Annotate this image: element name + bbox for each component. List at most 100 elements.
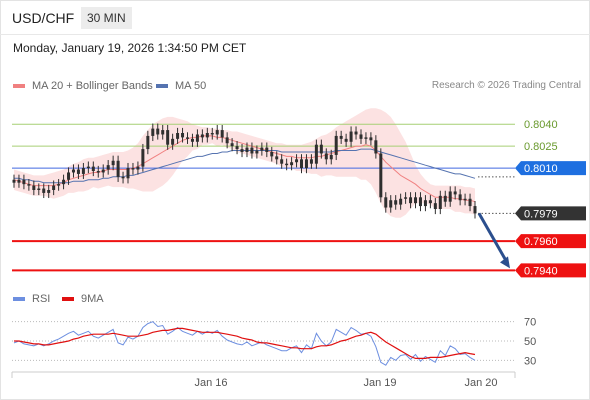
candle-body: [181, 133, 185, 138]
candle-body: [463, 198, 467, 201]
candle-body: [47, 190, 51, 193]
candle-body: [176, 133, 180, 139]
candle-body: [96, 171, 100, 173]
level-label-0.8040: 0.8040: [524, 119, 558, 131]
level-label-0.7940: 0.7940: [524, 265, 558, 277]
candle-body: [423, 200, 427, 207]
candle-body: [458, 194, 462, 201]
candle-body: [414, 197, 418, 204]
legend-label-9ma: 9MA: [81, 293, 104, 305]
candle-body: [433, 203, 437, 209]
timeframe-button[interactable]: 30 MIN: [81, 7, 132, 29]
legend-rsi: RSI: [13, 293, 50, 305]
level-tag-0.7979: [515, 206, 586, 221]
candle-body: [121, 176, 125, 179]
ma50-line: [14, 148, 476, 184]
candle-body: [359, 134, 363, 139]
datetime-label: Monday, January 19, 2026 1:34:50 PM CET: [13, 41, 247, 55]
candle-body: [354, 131, 358, 135]
rsi-tick-30: 30: [524, 355, 536, 367]
candle-body: [304, 159, 308, 169]
legend-swatch-rsi: [13, 297, 25, 301]
candle-body: [141, 149, 145, 167]
candle-body: [245, 147, 249, 152]
candle-body: [379, 153, 383, 198]
candle-body: [409, 197, 413, 204]
candle-body: [453, 191, 457, 195]
x-tick-label: Jan 20: [464, 377, 497, 389]
candle-body: [220, 130, 224, 138]
candle-body: [428, 200, 432, 204]
candle-body: [166, 130, 170, 145]
candle-body: [171, 138, 175, 145]
candle-body: [473, 206, 477, 214]
candle-body: [235, 146, 239, 150]
legend-swatch-bollinger: [13, 84, 25, 88]
candle-body: [106, 165, 110, 170]
header-divider: [0, 34, 590, 35]
level-tag-0.7960: [515, 234, 586, 249]
candle-body: [81, 168, 85, 174]
forecast-arrow-head: [500, 256, 510, 269]
candle-body: [12, 179, 16, 183]
candle-body: [309, 159, 313, 164]
candle-body: [200, 134, 204, 138]
level-tag-0.7940: [515, 263, 586, 278]
candle-body: [275, 156, 279, 160]
candle-body: [418, 197, 422, 207]
candle-body: [280, 159, 284, 164]
candle-body: [67, 172, 71, 180]
candle-body: [250, 147, 254, 154]
candle-body: [344, 138, 348, 142]
ma20-line: [13, 135, 476, 203]
level-label-0.7960: 0.7960: [524, 236, 558, 248]
candle-body: [151, 128, 155, 136]
candle-body: [190, 138, 194, 142]
candle-body: [404, 197, 408, 199]
candle-body: [295, 159, 299, 163]
candle-body: [111, 160, 115, 166]
candle-body: [329, 154, 333, 160]
chart-header: USD/CHF 30 MIN: [0, 0, 590, 34]
candle-body: [91, 166, 95, 171]
research-credit: Research © 2026 Trading Central: [431, 80, 581, 91]
candle-body: [62, 179, 66, 185]
candle-body: [116, 160, 120, 177]
symbol-label: USD/CHF: [12, 10, 75, 26]
x-tick-label: Jan 19: [363, 377, 396, 389]
candle-body: [225, 137, 229, 144]
candle-body: [270, 152, 274, 157]
candle-body: [195, 134, 199, 142]
candle-body: [136, 166, 140, 170]
rsi-tick-70: 70: [524, 317, 536, 329]
candle-body: [324, 153, 328, 160]
level-label-0.7979: 0.7979: [524, 208, 558, 220]
legend-ma50: MA 50: [156, 80, 206, 92]
candle-body: [22, 179, 26, 185]
candle-body: [319, 144, 323, 154]
legend-label-rsi: RSI: [32, 293, 51, 305]
candle-body: [76, 169, 80, 174]
legend-label-bollinger: MA 20 + Bollinger Bands: [32, 80, 153, 92]
legend-bollinger: MA 20 + Bollinger Bands: [13, 80, 153, 92]
candle-body: [285, 163, 289, 166]
candle-body: [205, 133, 209, 138]
candle-body: [215, 130, 219, 135]
legend-9ma: 9MA: [62, 293, 104, 305]
candle-body: [349, 131, 353, 142]
legend-swatch-ma50: [156, 84, 168, 88]
rsi-line: [13, 321, 476, 366]
candle-body: [265, 147, 269, 152]
candle-body: [448, 191, 452, 202]
candle-body: [394, 200, 398, 205]
candle-body: [260, 147, 264, 151]
candle-body: [374, 140, 378, 154]
candle-body: [32, 185, 36, 190]
forecast-arrow-shaft: [477, 212, 509, 264]
candle-body: [146, 135, 150, 150]
candle-body: [86, 166, 90, 169]
candle-body: [101, 169, 105, 173]
level-label-0.8025: 0.8025: [524, 141, 558, 153]
candle-body: [37, 188, 41, 190]
legend-label-ma50: MA 50: [175, 80, 207, 92]
